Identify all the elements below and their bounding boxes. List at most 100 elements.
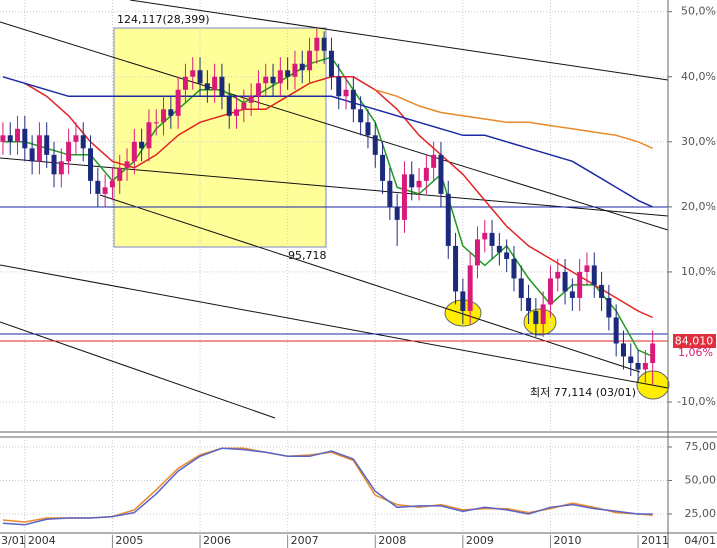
candle-body: [277, 70, 283, 84]
candle-body: [131, 141, 137, 162]
candle-body: [321, 37, 327, 51]
candle-body: [58, 161, 64, 175]
candle-body: [146, 122, 152, 149]
candle-body: [628, 356, 634, 363]
candle-body: [95, 180, 101, 194]
candle-body: [197, 70, 203, 84]
candle-body: [117, 167, 123, 181]
x-tick-label: 2010: [553, 534, 581, 547]
plot-layer: [0, 27, 656, 526]
candle-body: [36, 135, 42, 162]
candle-body: [453, 245, 459, 292]
candle-body: [409, 174, 415, 188]
line-series: [24, 76, 654, 319]
y-tick-label: 75,00: [685, 440, 717, 453]
candle-body: [336, 76, 342, 97]
y-tick-label: 50,0%: [681, 5, 716, 18]
candle-body: [307, 50, 313, 71]
candle-body: [292, 63, 298, 77]
trend-line: [0, 21, 669, 231]
x-tick-label: 2009: [466, 534, 494, 547]
candle-body: [431, 154, 437, 168]
annotation: 124,117(28,399): [117, 13, 210, 26]
trend-line: [99, 194, 641, 373]
candle-body: [66, 141, 72, 162]
trend-line: [0, 321, 276, 419]
annotation: 95,718: [288, 249, 327, 262]
candle-body: [584, 265, 590, 272]
candle-body: [577, 271, 583, 298]
candle-body: [241, 102, 247, 110]
start-date: 3/01: [1, 534, 26, 547]
x-tick-label: 2007: [291, 534, 319, 547]
candle-body: [358, 109, 364, 123]
candle-body: [474, 239, 480, 266]
candle-body: [204, 83, 210, 90]
candle-body: [219, 76, 225, 97]
candle-body: [234, 109, 240, 116]
candle-body: [526, 297, 532, 311]
candle-body: [635, 362, 641, 370]
candle-body: [285, 70, 291, 77]
candle-body: [299, 63, 305, 71]
candle-body: [350, 89, 356, 110]
candle-body: [15, 128, 21, 142]
highlight-circle: [523, 308, 557, 336]
candle-body: [394, 206, 400, 220]
candle-body: [642, 362, 648, 370]
label-layer: 124,117(28,399) 95,718 최저 77,114 (03/01)…: [1, 5, 716, 547]
candle-body: [562, 271, 568, 292]
candle-body: [88, 148, 94, 181]
y-tick-label: 40,0%: [681, 70, 716, 83]
y-tick-label: -10,0%: [677, 395, 716, 408]
candle-body: [599, 284, 605, 298]
candle-body: [547, 278, 553, 305]
candle-body: [467, 265, 473, 311]
x-tick-label: 2004: [28, 534, 56, 547]
candle-body: [168, 109, 174, 116]
candle-body: [380, 154, 386, 181]
candle-body: [423, 167, 429, 181]
candle-body: [175, 89, 181, 116]
candle-body: [438, 154, 444, 194]
annotation: 최저 77,114 (03/01): [530, 386, 636, 399]
candle-body: [255, 83, 261, 97]
candle-body: [212, 76, 218, 90]
candle-body: [555, 271, 561, 279]
candle-body: [80, 135, 86, 149]
candle-body: [401, 174, 407, 220]
line-series: [374, 89, 654, 149]
x-tick-label: 2005: [115, 534, 143, 547]
candle-body: [153, 122, 159, 124]
candle-body: [270, 76, 276, 84]
x-tick-label: 2006: [203, 534, 231, 547]
trend-lines: [0, 0, 669, 419]
candle-body: [44, 135, 50, 155]
line-series: [2, 76, 654, 208]
candle-body: [511, 258, 517, 279]
candle-body: [161, 109, 167, 123]
candle-body: [372, 135, 378, 155]
line-series: [2, 447, 653, 526]
candle-body: [109, 180, 115, 188]
candle-body: [540, 304, 546, 324]
candle-body: [416, 180, 422, 188]
candle-body: [343, 89, 349, 97]
change-label: 1,06%: [678, 346, 713, 359]
y-tick-label: 30,0%: [681, 135, 716, 148]
candle-body: [591, 265, 597, 285]
candle-body: [263, 76, 269, 84]
candle-body: [190, 70, 196, 77]
candle-body: [569, 291, 575, 298]
candle-body: [650, 343, 656, 363]
y-tick-label: 20,0%: [681, 200, 716, 213]
candle-body: [518, 278, 524, 298]
candle-body: [445, 193, 451, 246]
candle-body: [248, 96, 254, 103]
candle-body: [0, 135, 6, 142]
range-box: [113, 27, 327, 248]
x-tick-label: 2011: [641, 534, 669, 547]
candle-body: [328, 50, 334, 77]
candle-body: [460, 291, 466, 311]
